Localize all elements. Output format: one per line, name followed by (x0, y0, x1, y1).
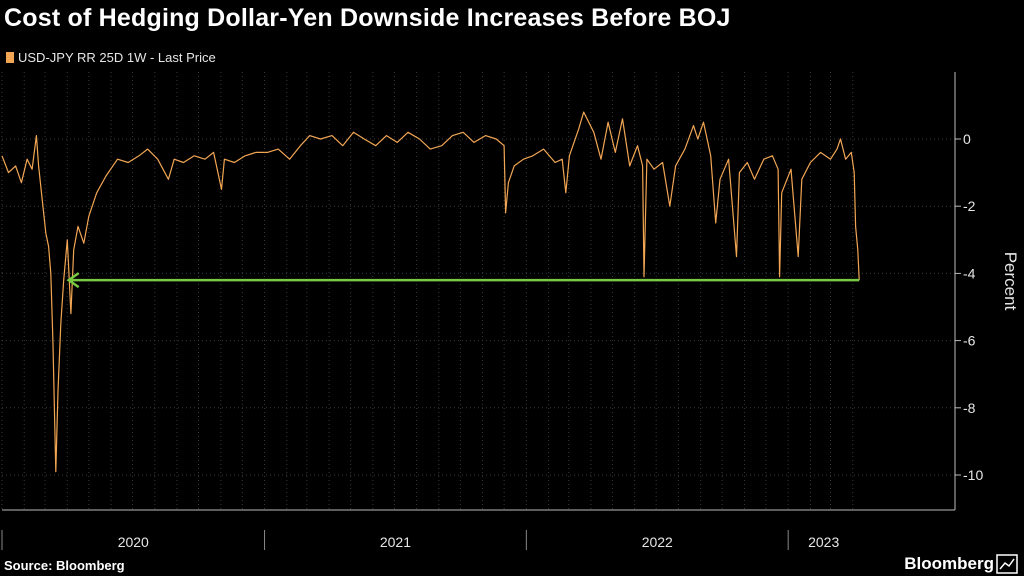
x-axis: 2020 2021 2022 2023 (1, 509, 955, 550)
brand-text: Bloomberg (904, 554, 994, 573)
y-tick-label: 0 (963, 131, 971, 147)
x-tick-label: 2021 (380, 534, 411, 550)
arrow-head (66, 272, 80, 289)
x-tick-label: 2023 (808, 534, 839, 550)
y-axis-title: Percent (1001, 252, 1020, 311)
y-tick-label: -2 (963, 198, 976, 214)
annotation-layer (66, 272, 860, 289)
legend-label: USD-JPY RR 25D 1W - Last Price (18, 50, 216, 65)
source-note: Source: Bloomberg (4, 558, 125, 573)
legend-swatch (6, 52, 14, 63)
gridlines (1, 72, 955, 510)
brand-logo: Bloomberg (904, 554, 1018, 574)
y-axis: 0 -2 -4 -6 -8 -10 Percent (954, 72, 1020, 510)
bloomberg-chart-icon (996, 554, 1018, 574)
legend: USD-JPY RR 25D 1W - Last Price (6, 50, 216, 65)
y-tick-label: -10 (963, 467, 983, 483)
x-tick-label: 2020 (118, 534, 149, 550)
series-layer (1, 111, 860, 473)
x-tick-label: 2022 (642, 534, 673, 550)
y-tick-label: -8 (963, 400, 976, 416)
y-tick-label: -4 (963, 265, 976, 281)
chart-title: Cost of Hedging Dollar-Yen Downside Incr… (4, 4, 731, 32)
series-line (1, 111, 860, 473)
y-tick-label: -6 (963, 333, 976, 349)
